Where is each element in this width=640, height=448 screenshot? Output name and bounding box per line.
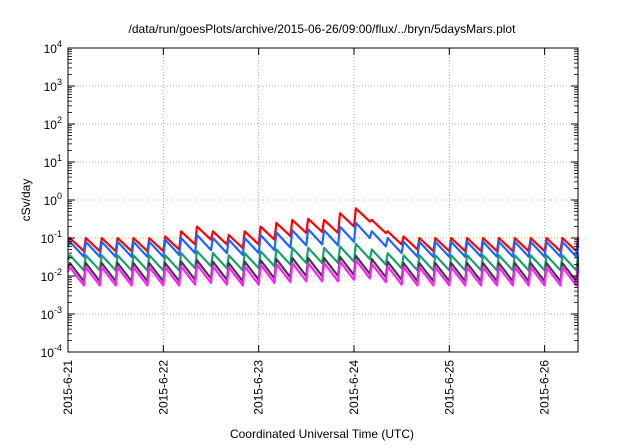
x-tick-label: 2015-6-26	[538, 360, 552, 415]
x-tick-label: 2015-6-25	[442, 360, 456, 415]
y-axis-ticks: 10-4 10-3 10-2 10-1 100 101 102 103 104	[41, 39, 578, 360]
y-tick-label: 103	[44, 77, 62, 94]
series-lines	[66, 207, 580, 287]
y-axis-label: cSv/day	[19, 179, 33, 222]
series-line	[66, 242, 580, 272]
series-line	[66, 221, 580, 258]
x-tick-label: 2015-6-21	[61, 360, 75, 415]
series-line	[66, 254, 580, 283]
chart-title: /data/run/goesPlots/archive/2015-06-26/0…	[129, 22, 517, 36]
series-line	[66, 207, 580, 253]
y-tick-label: 104	[44, 39, 62, 56]
y-tick-label: 10-4	[41, 343, 62, 360]
x-tick-label: 2015-6-22	[156, 360, 170, 415]
x-tick-label: 2015-6-23	[252, 360, 266, 415]
y-tick-label: 10-3	[41, 305, 62, 322]
y-tick-label: 102	[44, 115, 62, 132]
y-tick-label: 101	[44, 153, 62, 170]
y-tick-label: 10-2	[41, 267, 62, 284]
x-axis-label: Coordinated Universal Time (UTC)	[230, 427, 414, 441]
series-line	[66, 259, 580, 287]
y-tick-label: 10-1	[41, 229, 62, 246]
y-tick-label: 100	[44, 191, 62, 208]
x-tick-label: 2015-6-24	[347, 360, 361, 415]
x-axis-ticks: 2015-6-21 2015-6-22 2015-6-23 2015-6-24 2015…	[61, 48, 552, 415]
